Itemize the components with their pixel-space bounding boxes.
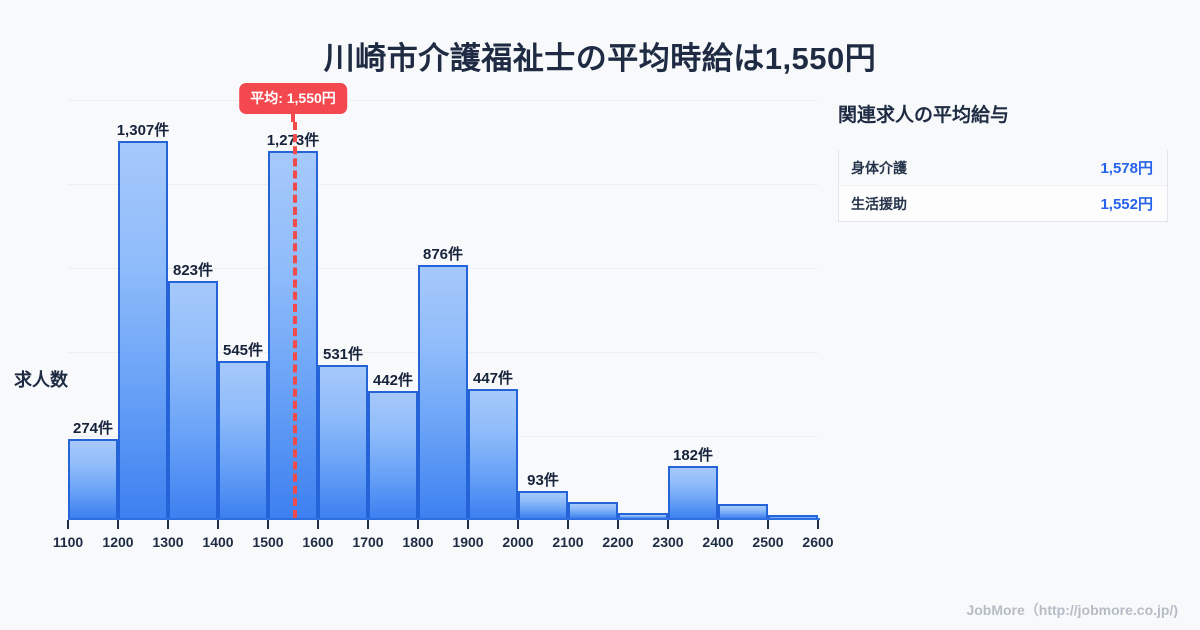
x-tick	[367, 520, 369, 529]
plot-area: 274件 1,307件 823件 545件 1,273件 531件 442件 876件 447件…	[53, 83, 834, 550]
job-category-label: 生活援助	[851, 195, 907, 212]
watermark: JobMore（http://jobmore.co.jp/)	[966, 602, 1178, 618]
x-tick	[517, 520, 519, 529]
bar: 876件	[418, 246, 468, 518]
bar-series: 274件 1,307件 823件 545件 1,273件 531件 442件 876件 447件…	[68, 100, 818, 518]
x-tick	[317, 520, 319, 529]
x-tick-label: 2500	[752, 534, 784, 550]
bar	[768, 515, 818, 518]
page-title: 川崎市介護福祉士の平均時給は1,550円	[323, 41, 877, 76]
histogram-chart: 求人数 時給 274件1,307件823件545件1,273件531件442件8…	[0, 83, 834, 588]
x-tick-label: 1300	[152, 534, 184, 550]
x-tick	[117, 520, 119, 529]
bar-value-label: 531件	[322, 345, 364, 363]
x-tick-label: 2400	[702, 534, 734, 550]
bar: 531件	[318, 346, 368, 518]
x-tick-label: 2100	[552, 534, 584, 550]
related-salary-title: 関連求人の平均給与	[838, 105, 1010, 126]
x-tick-label: 1800	[402, 534, 434, 550]
x-tick-label: 1900	[452, 534, 484, 550]
average-salary-value: 1,552円	[1100, 196, 1153, 213]
bar: 545件	[218, 342, 268, 518]
y-axis-title: 求人数	[14, 370, 68, 390]
x-tick	[667, 520, 669, 529]
x-tick	[717, 520, 719, 529]
x-tick-label: 1700	[352, 534, 384, 550]
x-tick-label: 1600	[302, 534, 334, 550]
x-tick-label: 2300	[652, 534, 684, 550]
x-tick-label: 2200	[602, 534, 634, 550]
bar-value-label: 823件	[172, 261, 214, 279]
bar-value-label: 447件	[472, 370, 514, 388]
related-salary-table: 身体介護 1,578円生活援助 1,552円	[838, 150, 1168, 222]
bar-value-label: 876件	[422, 246, 464, 264]
x-tick	[217, 520, 219, 529]
bar: 442件	[368, 372, 418, 518]
x-tick-label: 1100	[52, 534, 84, 550]
x-tick-label: 2000	[502, 534, 534, 550]
x-tick	[167, 520, 169, 529]
x-tick	[567, 520, 569, 529]
bar	[718, 503, 768, 518]
bar	[618, 512, 668, 518]
gridline	[68, 184, 818, 185]
x-axis-line	[68, 518, 820, 520]
average-badge: 平均: 1,550円	[239, 83, 347, 114]
bar-value-label: 182件	[672, 446, 714, 464]
x-tick	[817, 520, 819, 529]
gridline	[68, 100, 818, 101]
average-salary-value: 1,578円	[1100, 160, 1153, 177]
average-badge-stem	[291, 114, 295, 122]
bar: 182件	[668, 447, 718, 518]
bar: 274件	[68, 420, 118, 518]
x-tick	[267, 520, 269, 529]
x-tick	[767, 520, 769, 529]
x-tick	[617, 520, 619, 529]
bar-value-label: 545件	[222, 341, 264, 359]
bar: 823件	[168, 262, 218, 518]
bar-value-label: 274件	[72, 420, 114, 438]
bar: 447件	[468, 370, 518, 518]
average-line	[293, 122, 297, 518]
x-tick-label: 2600	[802, 534, 834, 550]
related-salary-panel: 関連求人の平均給与 身体介護 1,578円生活援助 1,552円	[838, 100, 1168, 222]
bar: 1,307件	[117, 122, 169, 518]
x-tick	[467, 520, 469, 529]
x-tick	[417, 520, 419, 529]
bar: 93件	[518, 472, 568, 518]
bar-value-label: 93件	[527, 472, 559, 490]
x-tick-label: 1400	[202, 534, 234, 550]
x-tick-label: 1500	[252, 534, 284, 550]
x-tick-label: 1200	[102, 534, 134, 550]
bar-value-label: 1,273件	[266, 132, 320, 150]
table-row: 身体介護 1,578円	[839, 150, 1167, 186]
bar-value-label: 1,307件	[116, 122, 170, 140]
bar-value-label: 442件	[372, 371, 414, 389]
x-tick	[67, 520, 69, 529]
bar	[568, 502, 618, 518]
job-category-label: 身体介護	[851, 159, 907, 176]
table-row: 生活援助 1,552円	[839, 186, 1167, 222]
